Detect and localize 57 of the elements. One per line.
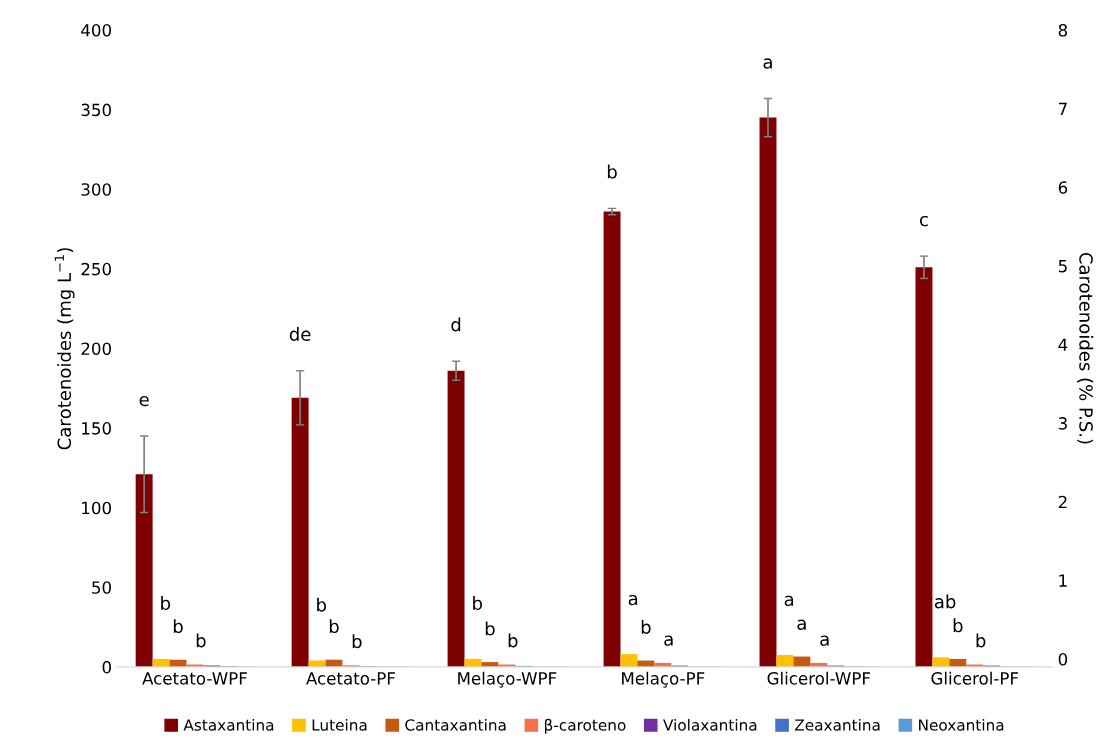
y2-tick-label: 4 (1058, 338, 1068, 351)
legend-label: Zeaxantina (794, 718, 880, 731)
annotation: b (473, 596, 482, 611)
y2-tick-label: 7 (1058, 102, 1067, 115)
legend-label: Neoxantina (919, 718, 1004, 731)
annotation: d (451, 317, 461, 332)
y2-tick-label: 1 (1059, 574, 1067, 587)
y2-tick-label: 0 (1058, 652, 1068, 666)
x-tick-label: Melaço-WPF (458, 671, 557, 688)
legend-label: Astaxantina (183, 718, 274, 731)
x-tick-label: Acetato-PF (306, 672, 395, 685)
x-tick-label: Acetato-WPF (142, 672, 247, 685)
x-tick-label: Melaço-PF (622, 671, 705, 688)
legend-label: Cantaxantina (405, 718, 506, 731)
annotation: b (953, 618, 963, 633)
annotation: a (797, 619, 806, 630)
y2-tick-label: 2 (1058, 495, 1067, 509)
annotation: c (919, 215, 928, 227)
y-tick-label: 300 (81, 183, 111, 196)
annotation: b (976, 633, 986, 648)
annotation: b (329, 619, 339, 634)
annotation: b (508, 633, 518, 648)
annotation: a (820, 635, 829, 646)
y-tick-label: 150 (82, 422, 111, 435)
annotation: a (664, 635, 673, 646)
annotation: a (628, 594, 638, 606)
y2-tick-label: 8 (1058, 24, 1068, 37)
annotation: a (763, 58, 772, 69)
y2-tick-label: 5 (1058, 260, 1067, 273)
y-tick-label: 200 (81, 342, 111, 356)
y2-axis-title: Carotenoides (% P.S.) (1077, 252, 1094, 444)
annotation: b (352, 634, 362, 649)
y-tick-label: 400 (81, 24, 111, 37)
legend-label: Violaxantina (663, 718, 757, 731)
annotation: e (139, 395, 149, 407)
annotation: ab (934, 594, 956, 609)
x-tick-label: Glicerol-PF (931, 671, 1019, 685)
annotation: b (317, 597, 327, 612)
y-tick-label: 250 (81, 262, 111, 276)
annotation: b (607, 164, 617, 179)
y-tick-label: 350 (81, 103, 111, 117)
annotation: b (196, 633, 206, 648)
x-tick-label: Glicerol-WPF (767, 671, 870, 685)
annotation: de (289, 326, 311, 341)
legend-label: β-caroteno (545, 718, 626, 734)
y-tick-label: 100 (82, 501, 111, 515)
annotation: b (161, 596, 171, 611)
annotation: b (485, 621, 495, 636)
y2-tick-label: 3 (1058, 417, 1067, 430)
annotation: b (173, 619, 183, 634)
y2-tick-label: 6 (1058, 181, 1068, 194)
annotation: a (784, 595, 794, 607)
y-tick-label: 0 (102, 660, 111, 674)
legend-label: Luteina (312, 718, 367, 731)
y-axis-title: Carotenoides (mg L$^{−1}$) (54, 248, 75, 450)
y-tick-label: 50 (92, 581, 111, 594)
annotation: b (641, 619, 651, 634)
